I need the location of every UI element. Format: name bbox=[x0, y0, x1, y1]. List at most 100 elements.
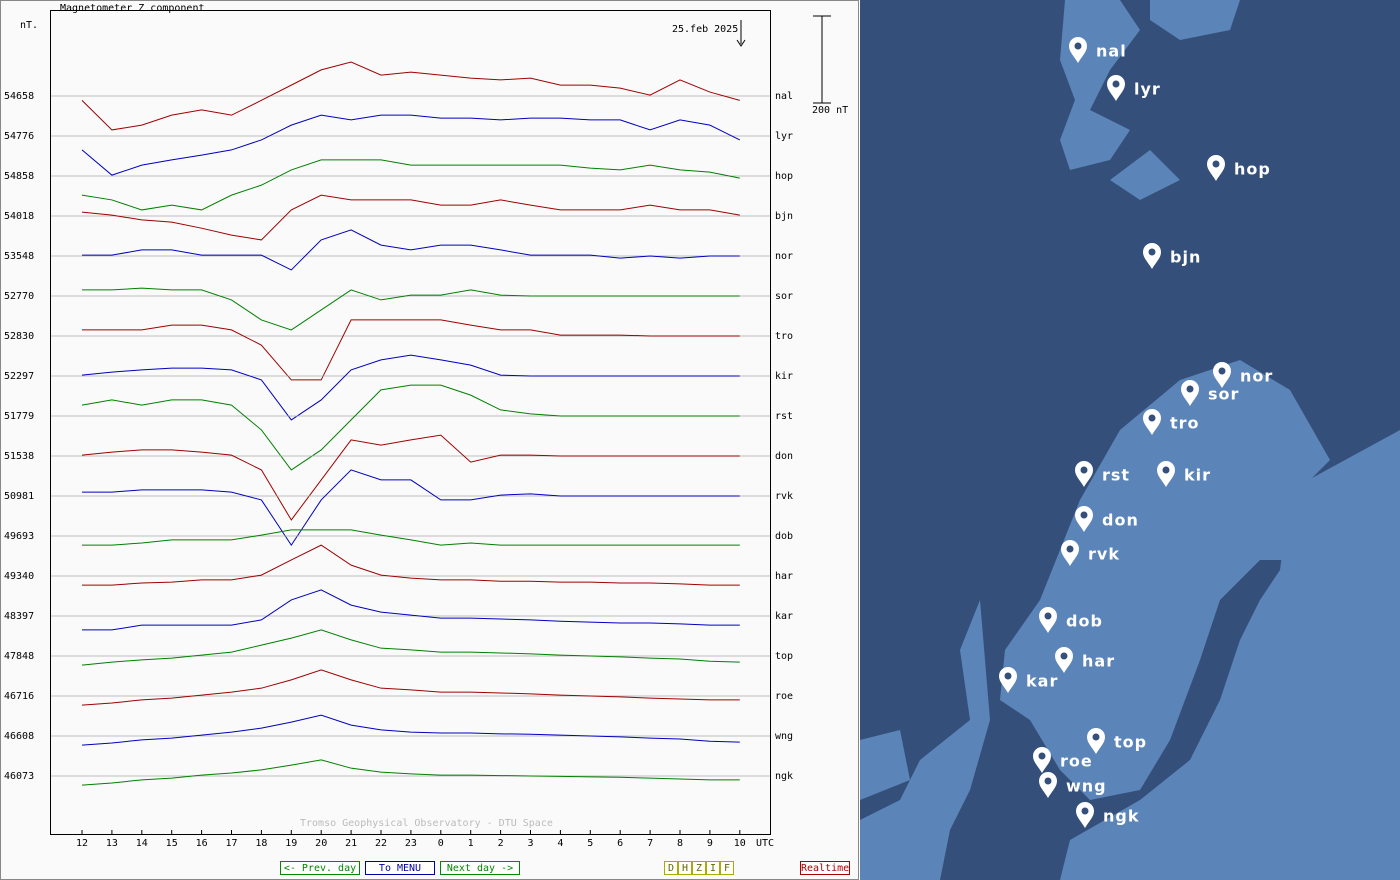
map-station-label: don bbox=[1102, 511, 1139, 530]
map-pin bbox=[1039, 772, 1057, 798]
map-pin bbox=[1213, 362, 1231, 388]
x-tick-label: 18 bbox=[255, 838, 267, 849]
map-station-label: kir bbox=[1184, 466, 1211, 485]
trace bbox=[81, 669, 740, 706]
trace bbox=[82, 529, 740, 546]
map-pin-hole bbox=[1038, 752, 1046, 760]
trace bbox=[82, 469, 740, 547]
ireland bbox=[860, 730, 910, 800]
map-pin-hole bbox=[1186, 385, 1194, 393]
prev-day-button[interactable]: <- Prev. day bbox=[280, 861, 360, 875]
map-station-label: ngk bbox=[1103, 807, 1139, 826]
station-label: rvk bbox=[775, 491, 793, 502]
plot-frame bbox=[0, 0, 859, 880]
station-label: kar bbox=[775, 611, 793, 622]
component-button[interactable]: F bbox=[720, 861, 734, 875]
station-label: hop bbox=[775, 171, 793, 182]
baseline-label: 54776 bbox=[4, 131, 34, 142]
trace bbox=[81, 384, 740, 471]
trace bbox=[81, 194, 740, 241]
trace bbox=[82, 287, 740, 331]
baseline-label: 49693 bbox=[4, 531, 34, 542]
trace bbox=[81, 759, 740, 786]
x-tick-label: 12 bbox=[76, 838, 88, 849]
map-pin-hole bbox=[1074, 42, 1082, 50]
map-pin-hole bbox=[1148, 414, 1156, 422]
station-label: roe bbox=[775, 691, 793, 702]
station-label: sor bbox=[775, 291, 793, 302]
baseline-label: 47848 bbox=[4, 651, 34, 662]
land bbox=[1150, 0, 1240, 40]
x-tick-label: 10 bbox=[734, 838, 746, 849]
map-pin bbox=[1087, 728, 1105, 754]
baseline-label: 51779 bbox=[4, 411, 34, 422]
baseline-label: 49340 bbox=[4, 571, 34, 582]
map-station-label: bjn bbox=[1170, 248, 1201, 267]
x-tick-label: 20 bbox=[315, 838, 327, 849]
date-arrow-head bbox=[736, 39, 746, 47]
map-pin bbox=[1075, 506, 1093, 532]
map-station-label: hop bbox=[1234, 160, 1271, 179]
map-station-label: rvk bbox=[1088, 545, 1120, 564]
unit: nT. bbox=[20, 20, 38, 31]
map-pin bbox=[1143, 409, 1161, 435]
map-pin-hole bbox=[1044, 612, 1052, 620]
trace bbox=[81, 629, 740, 666]
station-label: nal bbox=[775, 91, 793, 102]
baseline-label: 51538 bbox=[4, 451, 34, 462]
baseline-label: 52770 bbox=[4, 291, 34, 302]
map-station-label: kar bbox=[1026, 672, 1058, 691]
baseline-label: 52297 bbox=[4, 371, 34, 382]
x-tick-label: 16 bbox=[196, 838, 208, 849]
station-label: rst bbox=[775, 411, 793, 422]
map-pin bbox=[1075, 461, 1093, 487]
realtime-button[interactable]: Realtime bbox=[800, 861, 850, 875]
map-station-label: lyr bbox=[1134, 80, 1161, 99]
uk bbox=[860, 600, 990, 880]
map-pin-hole bbox=[1092, 733, 1100, 741]
component-button[interactable]: I bbox=[706, 861, 720, 875]
map-pin bbox=[1107, 75, 1125, 101]
menu-button[interactable]: To MENU bbox=[365, 861, 435, 875]
station-label: dob bbox=[775, 531, 793, 542]
x-tick-label: 17 bbox=[225, 838, 237, 849]
footer: Tromso Geophysical Observatory - DTU Spa… bbox=[300, 818, 553, 829]
map-station-label: nor bbox=[1240, 367, 1273, 386]
trace bbox=[81, 159, 740, 211]
trace bbox=[82, 589, 740, 631]
station-label: bjn bbox=[775, 211, 793, 222]
component-button[interactable]: D bbox=[664, 861, 678, 875]
map-pin-hole bbox=[1212, 160, 1220, 168]
map-pin bbox=[1207, 155, 1225, 181]
trace bbox=[81, 61, 740, 131]
plot: Magnetometer Z component nT. 25.feb 2025… bbox=[0, 0, 859, 880]
trace bbox=[81, 714, 740, 746]
map-station-label: har bbox=[1082, 652, 1115, 671]
component-button[interactable]: Z bbox=[692, 861, 706, 875]
x-tick-label: 3 bbox=[527, 838, 533, 849]
x-tick-label: 22 bbox=[375, 838, 387, 849]
map-pin bbox=[1076, 802, 1094, 828]
x-tick-label: 21 bbox=[345, 838, 357, 849]
baseline-label: 54858 bbox=[4, 171, 34, 182]
x-label: UTC bbox=[756, 838, 774, 849]
map-station-label: wng bbox=[1066, 777, 1107, 796]
map-station-label: top bbox=[1114, 733, 1147, 752]
map-pin bbox=[1055, 647, 1073, 673]
scandinavia bbox=[1000, 360, 1340, 800]
component-button[interactable]: H bbox=[678, 861, 692, 875]
title: Magnetometer Z component bbox=[60, 3, 205, 14]
map-station-label: tro bbox=[1170, 414, 1200, 433]
x-tick-label: 7 bbox=[647, 838, 653, 849]
next-day-button[interactable]: Next day -> bbox=[440, 861, 520, 875]
station-label: nor bbox=[775, 251, 793, 262]
map-station-label: roe bbox=[1060, 752, 1093, 771]
station-label: tro bbox=[775, 331, 793, 342]
x-tick-label: 13 bbox=[106, 838, 118, 849]
baseline-label: 46073 bbox=[4, 771, 34, 782]
station-label: har bbox=[775, 571, 793, 582]
baseline-label: 54658 bbox=[4, 91, 34, 102]
map-pin bbox=[1143, 243, 1161, 269]
map-pin bbox=[1069, 37, 1087, 63]
